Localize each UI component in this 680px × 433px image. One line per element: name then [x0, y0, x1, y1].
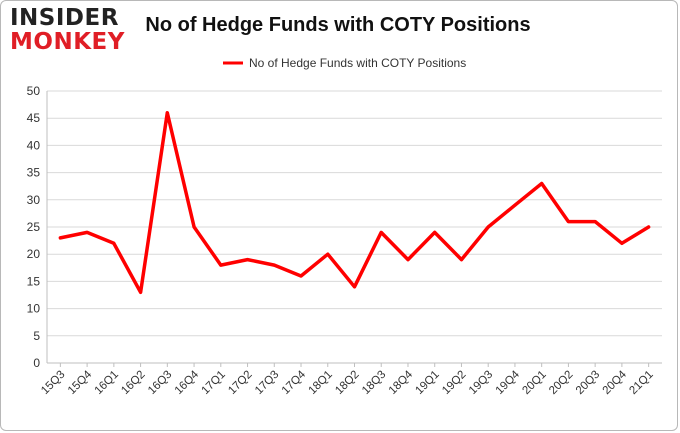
data-point	[406, 258, 410, 262]
legend-label: No of Hedge Funds with COTY Positions	[249, 56, 466, 70]
x-tick-label: 19Q3	[467, 369, 495, 397]
x-tick-label: 16Q2	[119, 369, 147, 397]
data-point	[620, 241, 624, 245]
x-tick-label: 18Q2	[333, 369, 361, 397]
y-tick-label: 40	[27, 138, 41, 152]
y-tick-label: 35	[27, 166, 41, 180]
insider-monkey-logo: INSIDER MONKEY	[10, 6, 128, 56]
data-point	[540, 181, 544, 185]
x-tick-label: 16Q3	[146, 369, 174, 397]
data-point	[58, 236, 62, 240]
y-tick-label: 20	[27, 247, 41, 261]
chart-title: No of Hedge Funds with COTY Positions	[145, 14, 531, 36]
data-point	[112, 241, 116, 245]
x-tick-label: 18Q3	[360, 369, 388, 397]
y-tick-label: 50	[27, 84, 41, 98]
data-point	[353, 285, 356, 289]
x-tick-label: 20Q4	[601, 368, 630, 397]
x-tick-label: 20Q3	[574, 369, 602, 397]
x-tick-label: 16Q1	[93, 369, 121, 397]
data-point	[139, 290, 143, 294]
data-point	[165, 111, 169, 115]
x-tick-label: 20Q1	[520, 369, 548, 397]
x-tick-label: 19Q2	[440, 369, 468, 397]
x-tick-label: 18Q4	[387, 368, 416, 397]
x-tick-label: 20Q2	[547, 369, 575, 397]
data-point	[379, 230, 383, 234]
y-tick-label: 25	[27, 220, 41, 234]
x-tick-label: 15Q3	[39, 369, 67, 397]
x-tick-label: 18Q1	[306, 369, 334, 397]
x-tick-label: 17Q3	[253, 369, 281, 397]
y-tick-label: 30	[27, 193, 41, 207]
x-tick-label: 17Q2	[226, 369, 254, 397]
data-point	[246, 258, 250, 262]
data-point	[85, 230, 89, 234]
y-tick-label: 45	[27, 111, 41, 125]
legend: No of Hedge Funds with COTY Positions	[223, 56, 466, 70]
data-point	[326, 252, 330, 256]
data-point	[433, 230, 437, 234]
x-tick-label: 21Q1	[627, 369, 655, 397]
data-point	[647, 225, 651, 229]
y-tick-label: 5	[33, 329, 40, 343]
logo-line-2: MONKEY	[10, 29, 125, 55]
gridlines	[47, 90, 662, 364]
data-point	[459, 258, 463, 262]
x-tick-label: 19Q4	[494, 368, 523, 397]
x-tick-label: 17Q4	[280, 368, 309, 397]
data-point	[513, 203, 517, 207]
data-point	[299, 274, 303, 278]
data-point	[593, 220, 597, 224]
data-point	[192, 225, 196, 229]
x-tick-label: 19Q1	[413, 369, 441, 397]
series-lines	[58, 111, 651, 295]
data-point	[272, 263, 276, 267]
y-axis: 0 5 10 15 20 25 30 35 40 45 50	[27, 84, 48, 370]
y-tick-label: 10	[27, 302, 41, 316]
logo-line-1: INSIDER	[10, 5, 119, 31]
y-tick-label: 15	[27, 274, 41, 288]
x-tick-label: 16Q4	[173, 368, 202, 397]
x-tick-label: 15Q4	[66, 368, 95, 397]
data-point	[219, 263, 223, 267]
data-point	[566, 220, 570, 224]
series-line	[58, 111, 651, 295]
x-tick-label: 17Q1	[200, 369, 228, 397]
data-point	[486, 225, 490, 229]
y-tick-label: 0	[33, 356, 40, 370]
x-axis: 15Q315Q416Q116Q216Q316Q417Q117Q217Q317Q4…	[39, 362, 662, 397]
